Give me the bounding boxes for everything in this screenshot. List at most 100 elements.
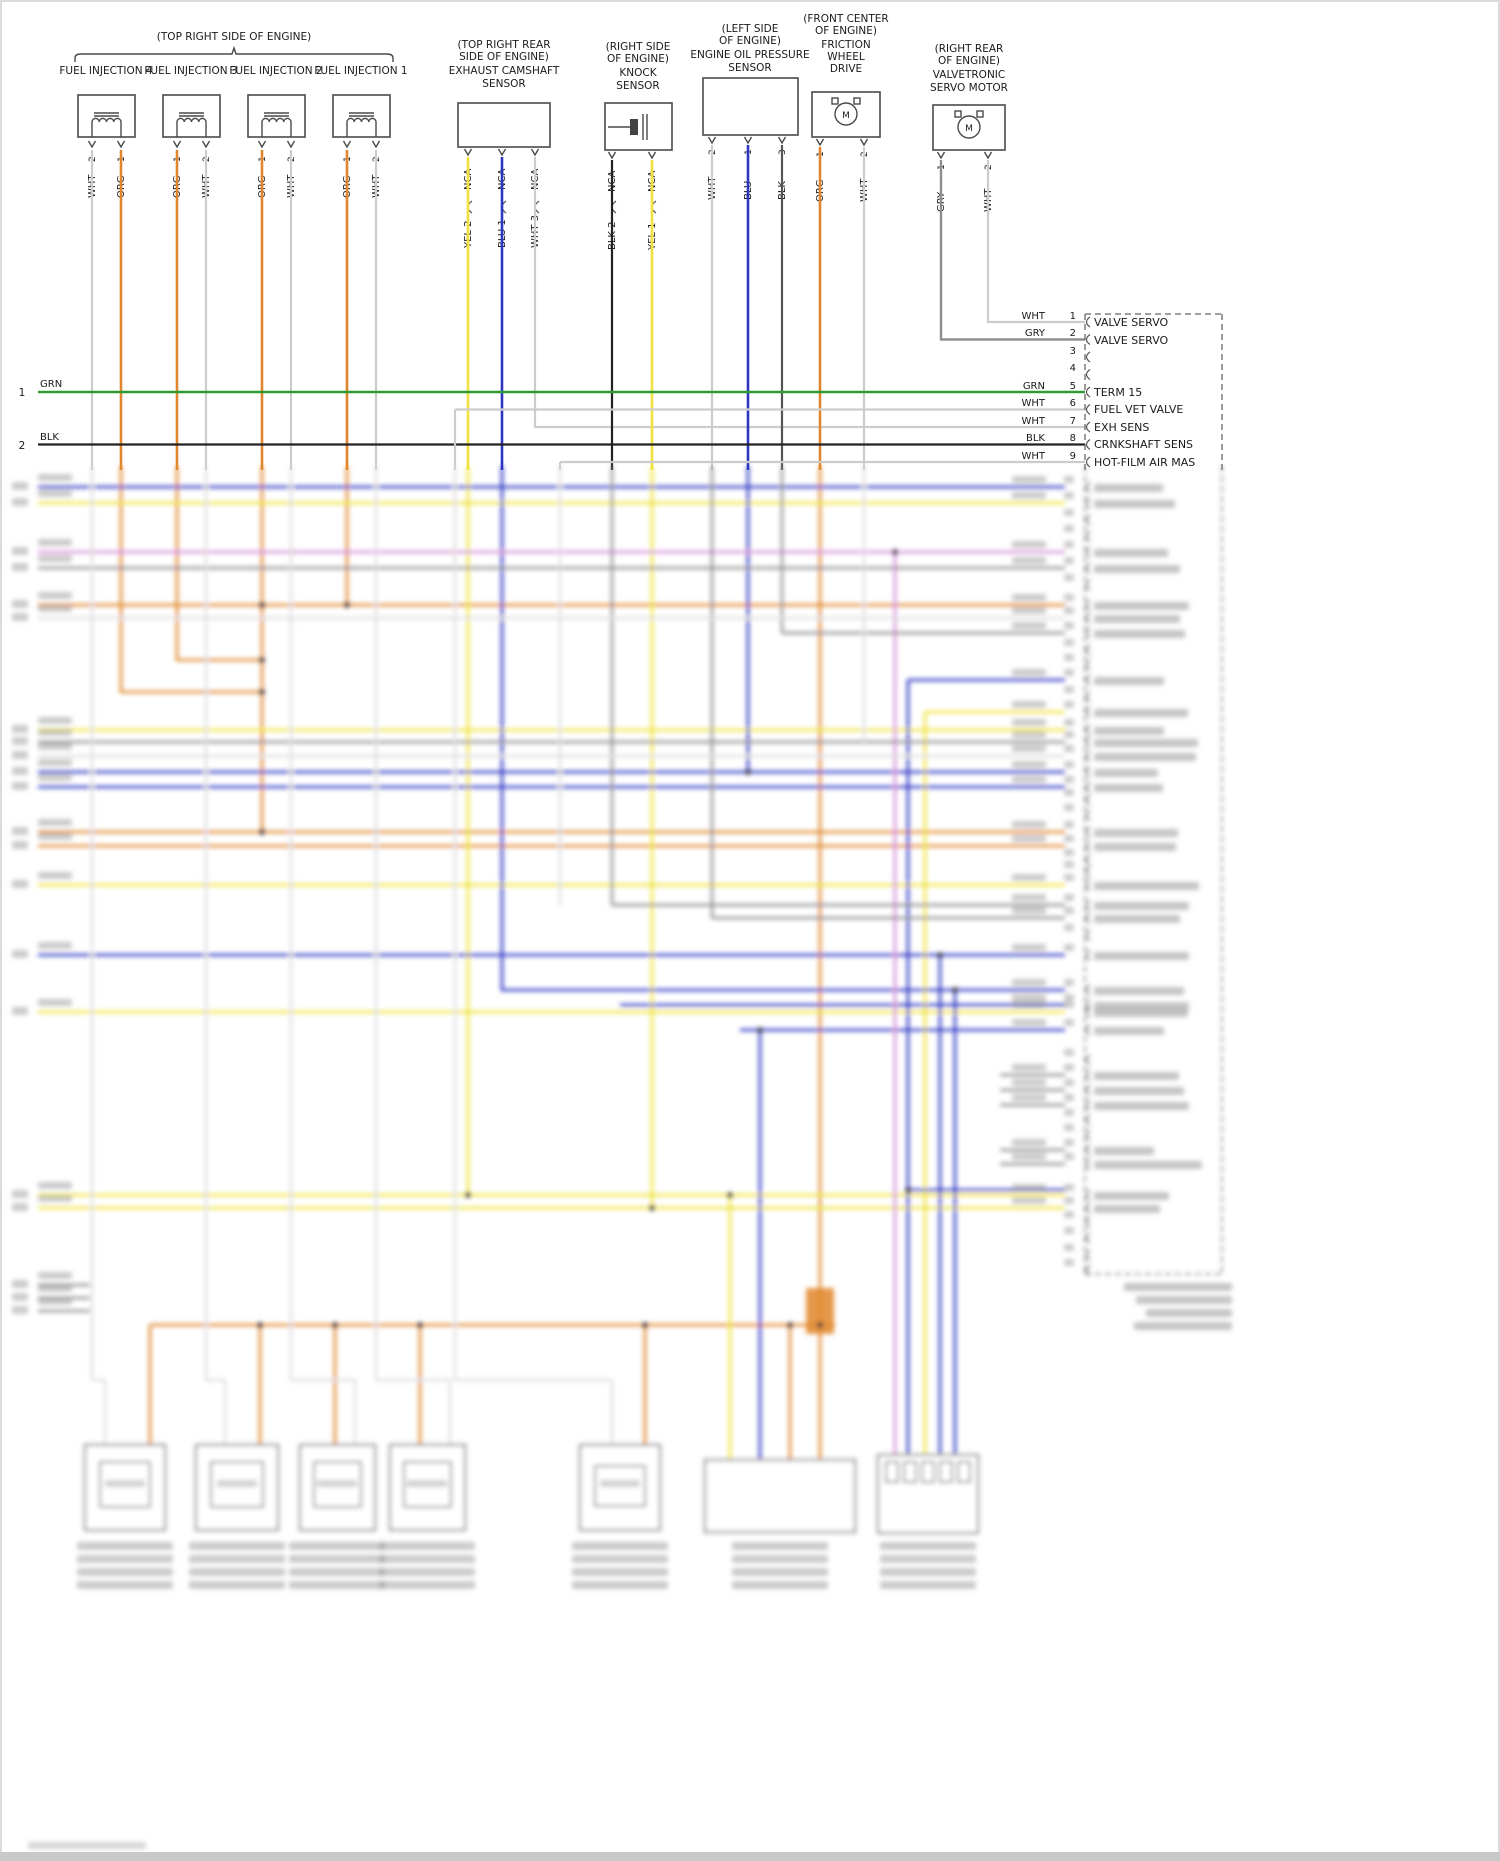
row-pin: 1 xyxy=(1070,311,1076,322)
blurred-text-blob xyxy=(38,1195,72,1202)
fuel-injector-3: FUEL INJECTION 3 1 2 ORG WHT xyxy=(144,65,237,198)
blurred-text-blob xyxy=(189,1555,285,1563)
blurred-text-blob xyxy=(1064,745,1074,752)
fuel-injector-1: FUEL INJECTION 1 1 2 ORG WHT xyxy=(314,65,407,198)
junction-dot xyxy=(727,1192,733,1198)
blurred-text-blob xyxy=(1064,594,1074,601)
blurred-text-blob xyxy=(317,1480,357,1487)
blu-wire-network xyxy=(38,466,1065,1460)
blurred-text-blob xyxy=(189,1568,285,1576)
row-pin: 6 xyxy=(1070,398,1076,409)
blurred-text-blob xyxy=(880,1568,976,1576)
pin-socket xyxy=(1085,1232,1091,1244)
blurred-text-blob xyxy=(12,498,28,506)
blurred-text-blob xyxy=(1012,1197,1046,1204)
pin-socket xyxy=(1085,1216,1091,1228)
knock-sensor: (RIGHT SIDE OF ENGINE) KNOCK SENSOR NCA … xyxy=(604,41,673,470)
blurred-text-blob xyxy=(379,1581,475,1589)
valvetronic-servo-motor: (RIGHT REAR OF ENGINE) VALVETRONIC SERVO… xyxy=(930,43,1085,341)
knock-symbol xyxy=(630,119,638,135)
wht-wire-hot-film xyxy=(558,460,1085,470)
blurred-text-blob xyxy=(1012,745,1046,752)
blurred-text-blob xyxy=(77,1555,173,1563)
blurred-text-blob xyxy=(732,1542,828,1550)
component-box xyxy=(811,91,881,138)
blurred-text-blob xyxy=(12,563,28,571)
sensor-location: (TOP RIGHT REAR xyxy=(457,39,550,51)
blurred-text-blob xyxy=(1064,1184,1074,1191)
blurred-text-blob xyxy=(289,1581,385,1589)
pin-socket xyxy=(1085,386,1091,398)
wht-wire xyxy=(986,160,1085,324)
blurred-text-blob xyxy=(1094,1002,1189,1010)
pin-socket xyxy=(1085,766,1091,778)
blurred-text-blob xyxy=(1094,1147,1154,1155)
blurred-text-blob xyxy=(1064,1124,1074,1131)
pin-socket xyxy=(1085,984,1091,996)
row-pin: 3 xyxy=(1070,346,1076,357)
blurred-text-blob xyxy=(38,942,72,949)
blurred-text-blob xyxy=(1094,902,1189,910)
blurred-text-blob xyxy=(1012,1184,1046,1191)
blurred-text-blob xyxy=(38,774,72,781)
row-pin: 5 xyxy=(1070,381,1076,392)
blurred-text-blob xyxy=(1064,1153,1074,1160)
blurred-text-blob xyxy=(1064,731,1074,738)
injector-label: FUEL INJECTION 2 xyxy=(229,65,322,77)
pin-socket xyxy=(1085,1144,1091,1156)
component-name: FRICTION xyxy=(821,39,870,51)
blurred-text-blob xyxy=(12,782,28,790)
blurred-text-blob xyxy=(38,872,72,879)
component-7-pin xyxy=(921,1461,935,1483)
blurred-text-blob xyxy=(732,1581,828,1589)
component-4-inner xyxy=(403,1461,452,1508)
sensor-name: ENGINE OIL PRESSURE xyxy=(690,49,809,61)
component-2 xyxy=(195,1444,279,1531)
row-color: WHT xyxy=(1021,398,1045,409)
pin-socket xyxy=(1085,1264,1091,1276)
junction-dot xyxy=(259,689,265,695)
blurred-text-blob xyxy=(1012,821,1046,828)
blurred-text-blob xyxy=(38,1298,72,1305)
junction-dot xyxy=(787,1322,793,1328)
injector-wires xyxy=(90,150,378,470)
blurred-text-blob xyxy=(1012,1079,1046,1086)
blurred-text-blob xyxy=(1064,701,1074,708)
blurred-text-blob xyxy=(1094,915,1180,923)
pin-socket xyxy=(1085,456,1091,468)
row-label: HOT-FILM AIR MAS xyxy=(1094,456,1195,469)
injector-label: FUEL INJECTION 1 xyxy=(314,65,407,77)
blurred-text-blob xyxy=(289,1568,385,1576)
blurred-text-blob xyxy=(1064,1019,1074,1026)
component-location: OF ENGINE) xyxy=(815,25,877,37)
blurred-text-blob xyxy=(12,880,28,888)
blurred-text-blob xyxy=(1012,1064,1046,1071)
pin-socket xyxy=(1085,706,1091,718)
pin-socket xyxy=(1085,794,1091,806)
component-6 xyxy=(704,1459,856,1533)
blurred-text-blob xyxy=(1064,509,1074,516)
blurred-text-blob xyxy=(38,1182,72,1189)
blurred-text-blob xyxy=(38,474,72,481)
component-7-pin xyxy=(939,1461,953,1483)
blurred-text-blob xyxy=(1094,1102,1189,1110)
pin-arrows xyxy=(87,140,126,149)
sensor-location: (LEFT SIDE xyxy=(722,23,779,35)
connector-dashed-border-lower xyxy=(1084,466,1223,1275)
inline-connector xyxy=(467,200,540,214)
bottom-strip xyxy=(0,1852,1500,1861)
component-7-pin xyxy=(957,1461,971,1483)
blurred-text-blob xyxy=(12,751,28,759)
inline-connector xyxy=(611,200,657,214)
blurred-text-blob xyxy=(38,833,72,840)
wire-number: 1 xyxy=(19,387,26,399)
blurred-text-blob xyxy=(1064,1049,1074,1056)
junction-dot xyxy=(937,952,943,958)
pin-socket xyxy=(1085,599,1091,611)
blurred-text-blob xyxy=(1064,789,1074,796)
blurred-text-blob xyxy=(1064,979,1074,986)
component-4 xyxy=(389,1444,466,1531)
motor-letter: M xyxy=(965,124,973,134)
blurred-text-blob xyxy=(1094,709,1188,717)
